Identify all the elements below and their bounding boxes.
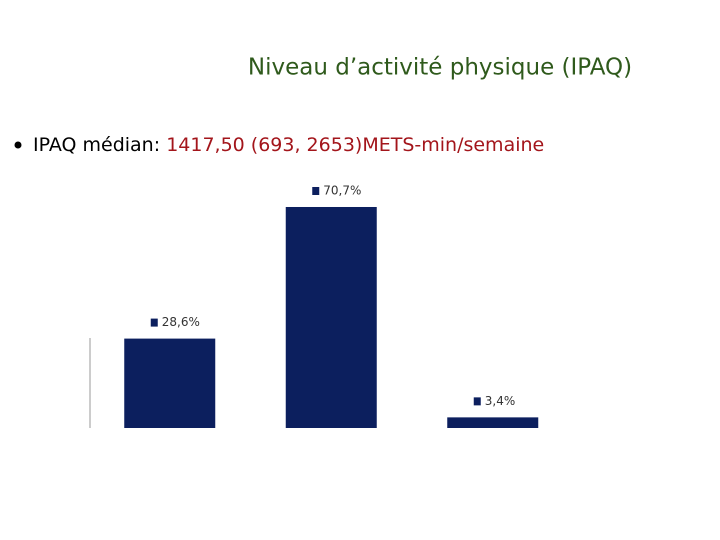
label-marker — [473, 397, 481, 406]
label-marker — [150, 318, 158, 327]
value-label: 3,4% — [485, 394, 516, 408]
bar — [124, 338, 216, 428]
value-label: 70,7% — [323, 183, 361, 197]
label-marker — [312, 186, 320, 195]
value-label: 28,6% — [162, 315, 200, 329]
bullet-dot — [14, 141, 22, 149]
bar — [285, 206, 377, 428]
bar — [447, 417, 539, 428]
bullet-text: IPAQ médian: 1417,50 (693, 2653)METS-min… — [33, 134, 544, 156]
bullet-label: IPAQ médian: — [33, 134, 160, 156]
chart-title: Niveau d’activité physique (IPAQ) — [248, 55, 632, 81]
bullet-value: 1417,50 (693, 2653)METS-min/semaine — [166, 134, 544, 156]
